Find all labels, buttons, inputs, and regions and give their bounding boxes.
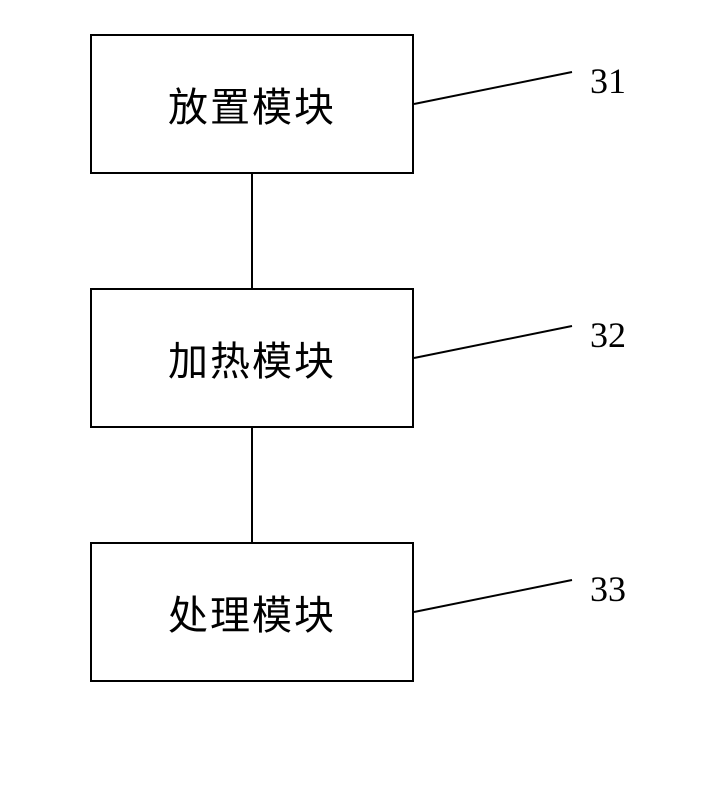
leader-line-33 (0, 0, 706, 786)
block-diagram: 放置模块 31 加热模块 32 处理模块 33 (0, 0, 706, 781)
